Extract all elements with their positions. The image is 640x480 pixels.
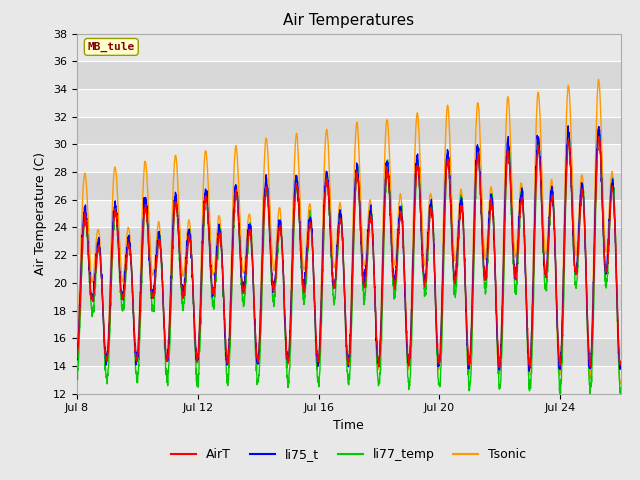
- Bar: [77, 338, 621, 366]
- Title: Air Temperatures: Air Temperatures: [284, 13, 414, 28]
- Bar: [77, 228, 621, 255]
- Text: MB_tule: MB_tule: [88, 42, 135, 52]
- Bar: [77, 255, 621, 283]
- Bar: [77, 200, 621, 228]
- Bar: [77, 283, 621, 311]
- X-axis label: Time: Time: [333, 419, 364, 432]
- Bar: [77, 366, 621, 394]
- Bar: [77, 89, 621, 117]
- Bar: [77, 311, 621, 338]
- Bar: [77, 172, 621, 200]
- Bar: [77, 144, 621, 172]
- Bar: [77, 61, 621, 89]
- Bar: [77, 34, 621, 61]
- Legend: AirT, li75_t, li77_temp, Tsonic: AirT, li75_t, li77_temp, Tsonic: [166, 443, 531, 466]
- Bar: [77, 117, 621, 144]
- Y-axis label: Air Temperature (C): Air Temperature (C): [35, 152, 47, 275]
